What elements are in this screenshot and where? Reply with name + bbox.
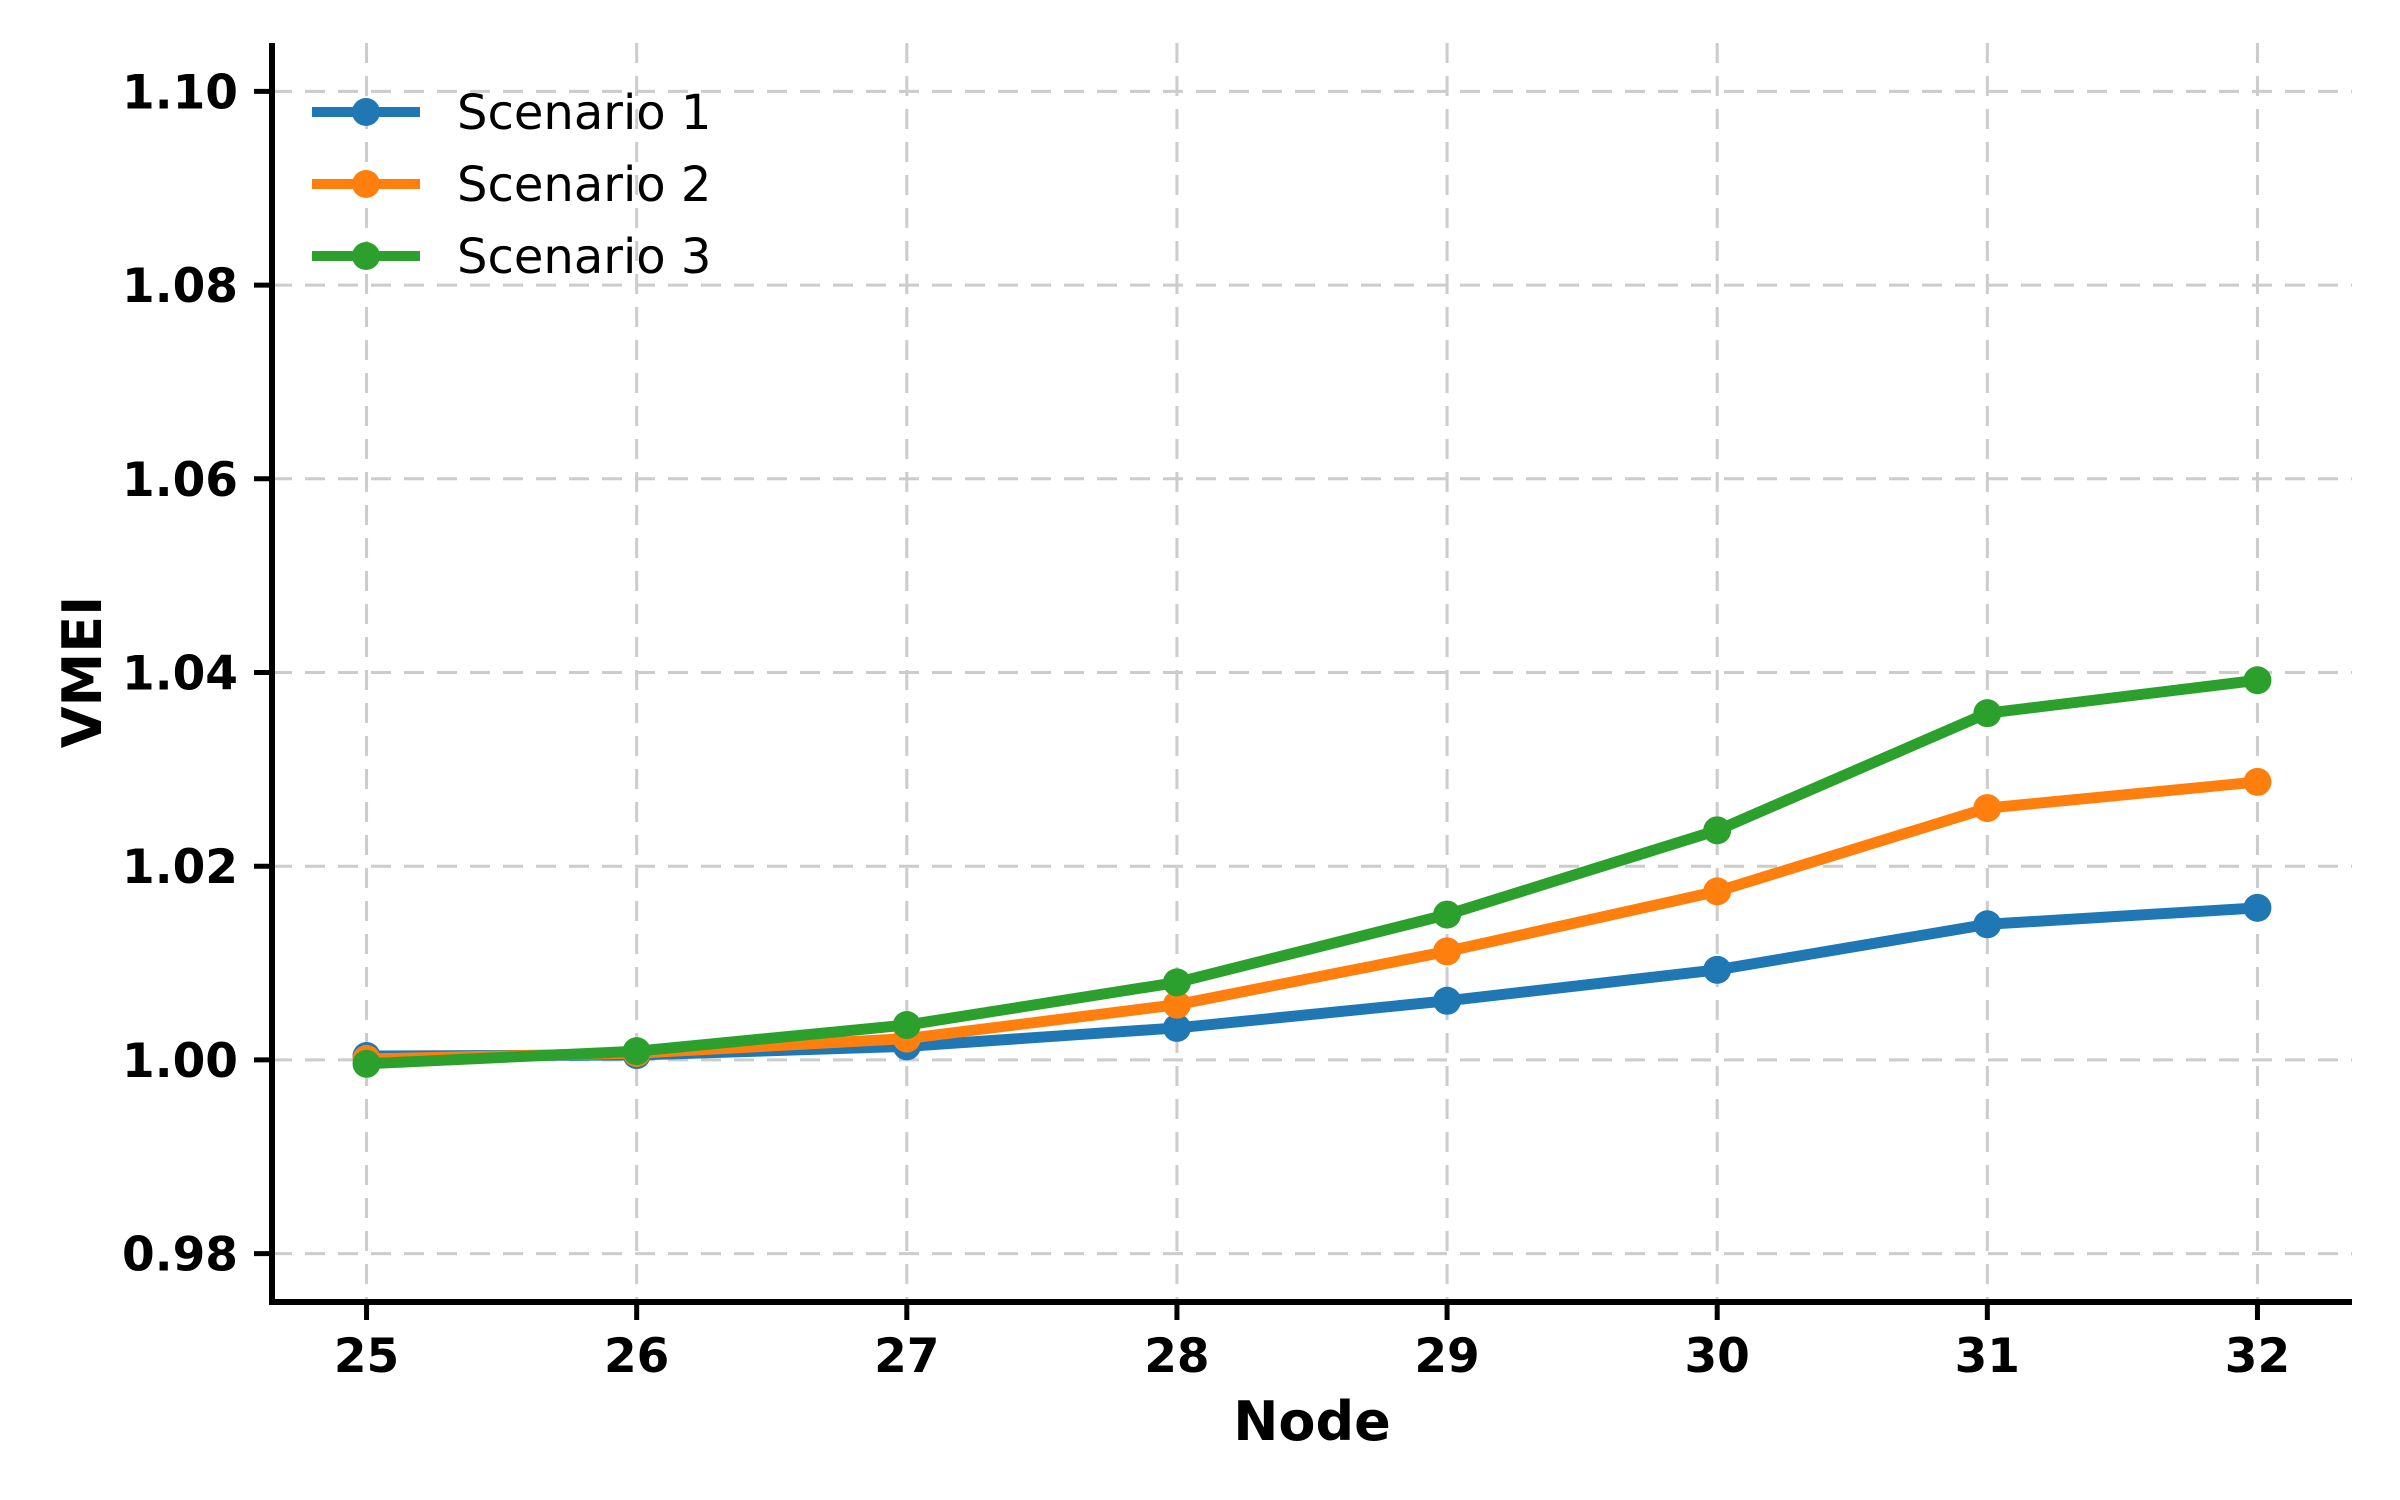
legend-marker-scenario-1 [352,98,380,126]
y-tick-label-1.10: 1.10 [122,65,238,120]
legend-label-scenario-1: Scenario 1 [457,85,711,141]
data-point-scenario-1-32 [2243,893,2272,922]
series-line-scenario-3 [361,674,2263,1070]
x-tick-label-30: 30 [1684,1329,1749,1384]
x-tick-label-27: 27 [874,1329,939,1384]
series-layer [352,666,2272,1078]
data-point-scenario-1-31 [1973,910,2002,939]
legend-item-scenario-1: Scenario 1 [312,85,711,141]
data-point-scenario-3-28 [1162,968,1191,997]
data-point-scenario-3-30 [1703,816,1732,845]
legend: Scenario 1 Scenario 2 Scenario 3 [312,85,711,285]
legend-marker-scenario-2 [352,170,380,198]
data-point-scenario-1-29 [1433,986,1462,1015]
data-point-scenario-2-28 [1162,990,1191,1019]
x-tick-label-28: 28 [1144,1329,1209,1384]
y-tick-label-1.00: 1.00 [122,1034,238,1089]
x-tick-label-32: 32 [2225,1329,2290,1384]
data-point-scenario-2-32 [2243,767,2272,796]
legend-marker-scenario-3 [352,242,380,270]
data-point-scenario-3-25 [352,1049,381,1078]
legend-item-scenario-3: Scenario 3 [312,229,711,285]
x-tick-label-29: 29 [1414,1329,1479,1384]
y-tick-label-1.06: 1.06 [122,453,238,508]
data-point-scenario-3-29 [1433,900,1462,929]
y-tick-label-1.08: 1.08 [122,259,238,314]
legend-label-scenario-3: Scenario 3 [457,229,711,285]
x-tick-label-26: 26 [604,1329,669,1384]
data-point-scenario-2-29 [1433,937,1462,966]
legend-item-scenario-2: Scenario 2 [312,157,711,213]
data-point-scenario-3-31 [1973,699,2002,728]
data-point-scenario-1-30 [1703,955,1732,984]
x-axis-title: Node [1233,1390,1391,1453]
y-tick-label-1.04: 1.04 [122,647,238,702]
x-tick-label-31: 31 [1955,1329,2020,1384]
y-tick-label-0.98: 0.98 [122,1228,238,1283]
axes-layer: 25 26 27 28 29 30 31 32 0.98 1.00 1.02 1.04 1.06 1.08… [122,43,2352,1384]
y-tick-label-1.02: 1.02 [122,840,238,895]
data-point-scenario-3-32 [2243,666,2272,695]
data-point-scenario-2-31 [1973,794,2002,823]
y-axis-title: VMEI [51,596,114,749]
x-tick-label-25: 25 [334,1329,399,1384]
data-point-scenario-3-26 [622,1037,651,1066]
data-point-scenario-3-27 [892,1011,921,1040]
data-point-scenario-1-28 [1162,1013,1191,1042]
data-point-scenario-2-30 [1703,877,1732,906]
legend-label-scenario-2: Scenario 2 [457,157,711,213]
